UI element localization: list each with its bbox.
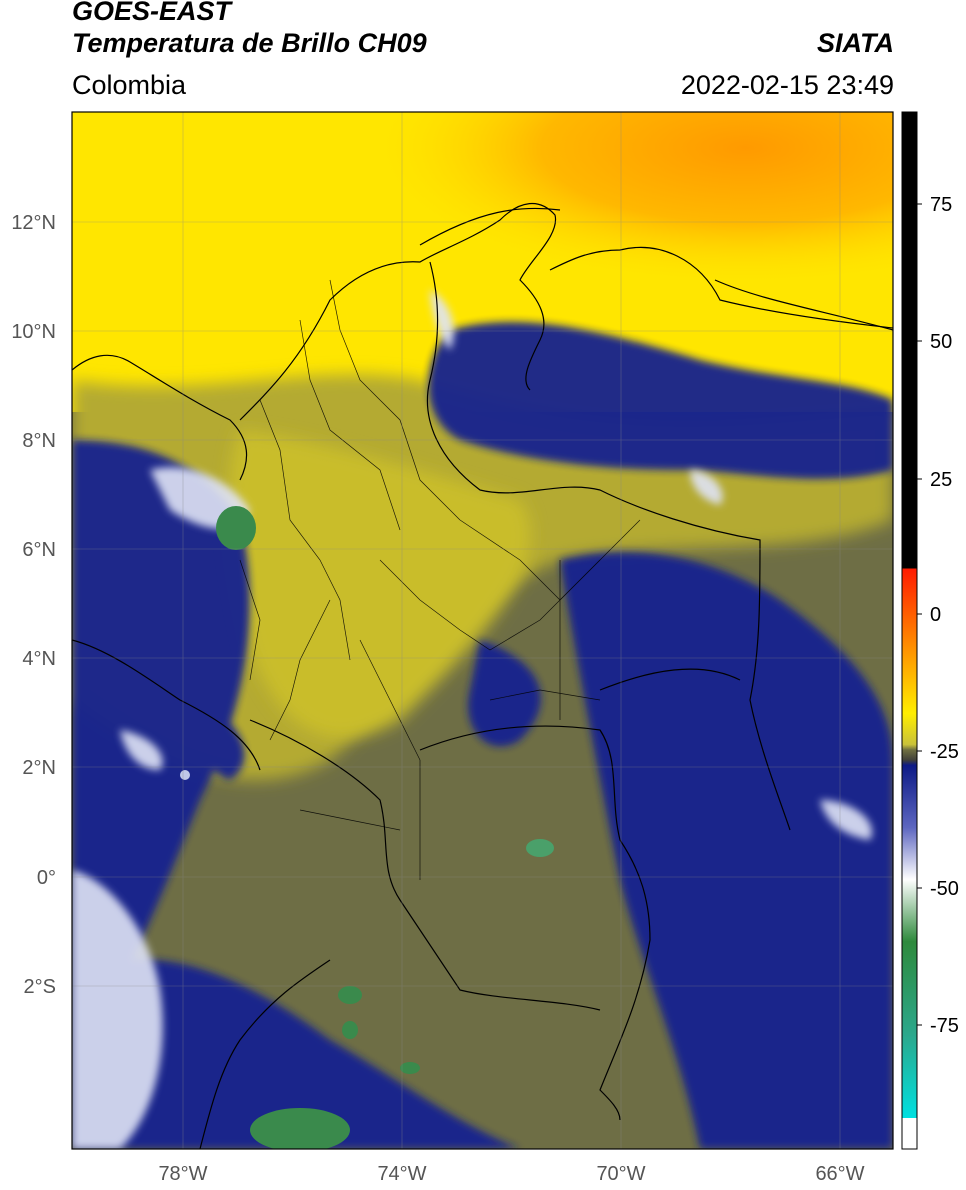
graticule — [72, 112, 893, 1149]
lon-label: 66°W — [815, 1163, 864, 1185]
lon-label: 74°W — [377, 1163, 426, 1185]
source-label: SIATA — [817, 28, 894, 58]
colorbar-tick: 50 — [930, 331, 952, 353]
lat-label: 6°N — [22, 539, 56, 561]
longitude-labels: 78°W 74°W 70°W 66°W — [158, 1163, 864, 1185]
colorbar-tick: -75 — [930, 1015, 959, 1037]
lat-label: 2°N — [22, 757, 56, 779]
lon-label: 70°W — [596, 1163, 645, 1185]
satellite-title: GOES-EAST — [72, 0, 232, 26]
imagery-layer — [72, 112, 893, 1149]
latitude-labels: 12°N 10°N 8°N 6°N 4°N 2°N 0° 2°S — [11, 212, 56, 998]
colorbar-tick: -25 — [930, 741, 959, 763]
lat-label: 10°N — [11, 321, 56, 343]
lat-label: 8°N — [22, 430, 56, 452]
colorbar-tick: 75 — [930, 194, 952, 216]
colorbar-tick: -50 — [930, 878, 959, 900]
timestamp-label: 2022-02-15 23:49 — [680, 70, 894, 100]
lon-label: 78°W — [158, 1163, 207, 1185]
lat-label: 0° — [37, 867, 56, 889]
colorbar: 75 50 25 0 -25 -50 -75 — [901, 111, 959, 1150]
region-label: Colombia — [72, 70, 187, 100]
map-frame — [71, 111, 894, 1150]
colorbar-tick: 0 — [930, 604, 941, 626]
lat-label: 4°N — [22, 648, 56, 670]
colorbar-tick: 25 — [930, 469, 952, 491]
lat-label: 2°S — [24, 976, 56, 998]
lat-label: 12°N — [11, 212, 56, 234]
product-title: Temperatura de Brillo CH09 — [72, 28, 427, 58]
